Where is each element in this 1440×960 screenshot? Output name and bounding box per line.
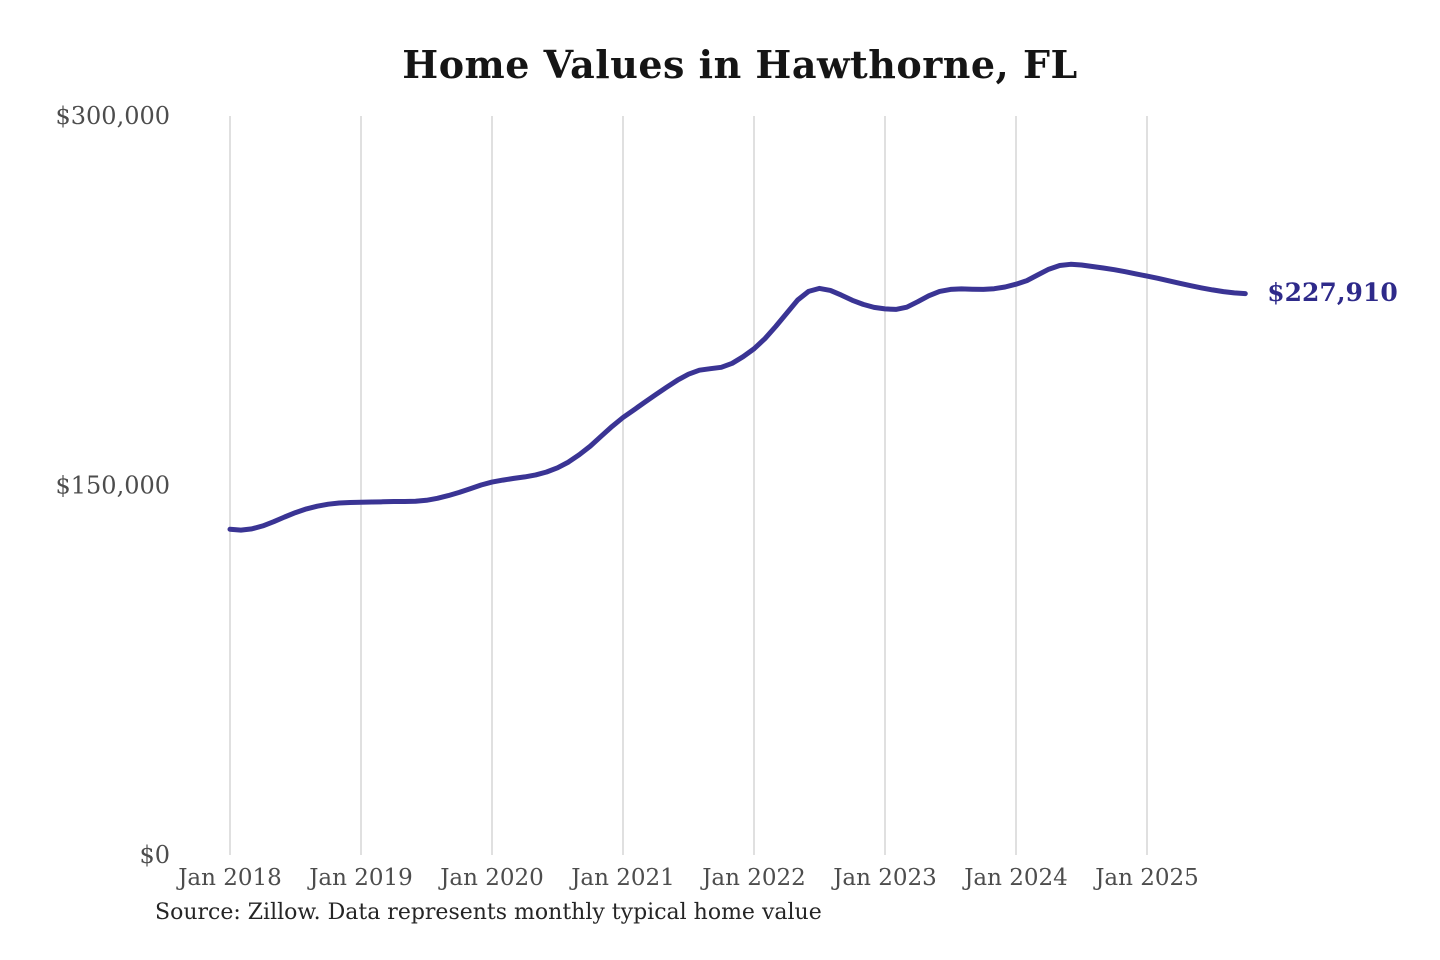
x-tick-label: Jan 2021	[569, 865, 675, 891]
y-tick-label: $150,000	[55, 472, 170, 500]
x-tick-label: Jan 2025	[1093, 865, 1199, 891]
x-tick-label: Jan 2018	[176, 865, 282, 891]
x-tick-label: Jan 2022	[700, 865, 806, 891]
source-note: Source: Zillow. Data represents monthly …	[155, 900, 822, 925]
x-tick-label: Jan 2019	[307, 865, 413, 891]
home-value-line	[227, 261, 1248, 533]
x-tick-label: Jan 2024	[962, 865, 1068, 891]
y-tick-label: $300,000	[55, 102, 170, 130]
chart-title: Home Values in Hawthorne, FL	[402, 42, 1078, 87]
latest-value-label: $227,910	[1267, 277, 1398, 307]
y-tick-label: $0	[139, 841, 170, 869]
x-tick-label: Jan 2020	[438, 865, 544, 891]
x-tick-label: Jan 2023	[831, 865, 937, 891]
